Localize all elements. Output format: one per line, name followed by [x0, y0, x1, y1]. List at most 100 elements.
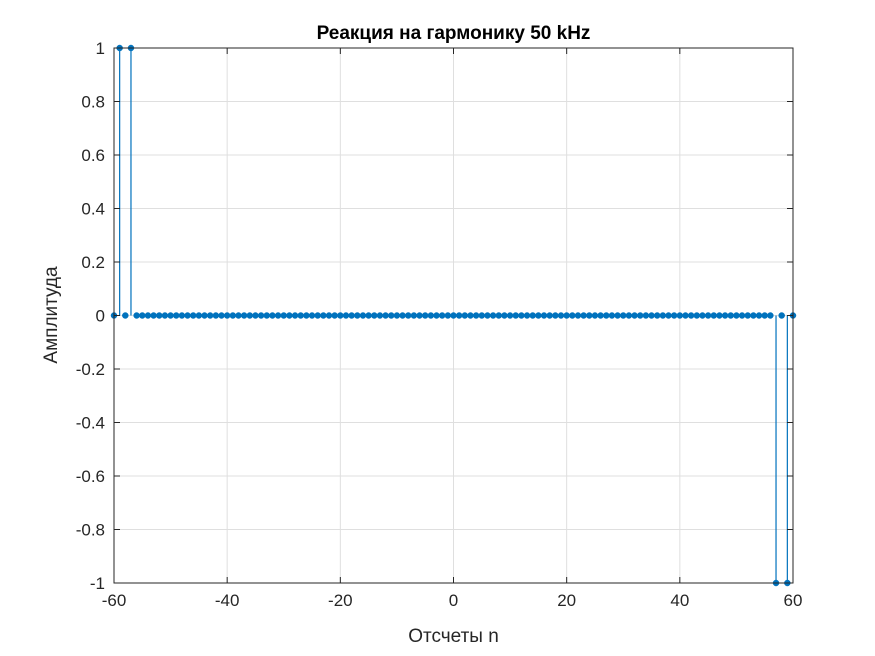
stem-marker	[223, 312, 231, 319]
stem-marker	[274, 312, 282, 319]
stem-marker	[348, 312, 355, 319]
stem-marker	[393, 312, 401, 319]
stem-marker	[359, 312, 367, 319]
stem-marker	[303, 312, 310, 319]
y-tick-label: 0.2	[81, 253, 105, 272]
stem-marker	[603, 312, 610, 319]
stem-marker	[371, 312, 378, 319]
stem-marker	[767, 312, 774, 319]
stem-marker	[150, 312, 157, 319]
stem-marker	[433, 312, 440, 319]
stem-marker	[665, 312, 672, 319]
y-tick-label: -0.2	[76, 360, 105, 379]
stem-marker	[246, 312, 254, 319]
stem-marker	[314, 312, 321, 319]
stem-marker	[404, 312, 412, 319]
stem-marker	[388, 312, 395, 319]
y-axis-label: Амплитуда	[41, 266, 62, 364]
stem-marker	[484, 312, 491, 319]
stem-marker	[614, 312, 621, 319]
x-tick-label: 40	[670, 591, 689, 610]
stem-marker	[139, 312, 146, 319]
stem-marker	[699, 312, 706, 319]
stem-marker	[574, 312, 582, 319]
x-tick-label: -20	[328, 591, 353, 610]
stem-marker	[648, 312, 655, 319]
stem-marker	[156, 312, 163, 319]
stem-marker	[642, 312, 650, 319]
y-tick-label: -1	[90, 574, 105, 593]
stem-marker	[501, 312, 508, 319]
stem-marker	[331, 312, 338, 319]
y-tick-label: 0.8	[81, 93, 105, 112]
stem-marker	[552, 312, 559, 319]
stem-marker	[653, 312, 661, 319]
x-axis-label: Отсчеты n	[408, 626, 499, 647]
stem-marker	[297, 312, 304, 319]
y-tick-label: 0.6	[81, 146, 105, 165]
stem-marker	[710, 312, 718, 319]
chart-title: Реакция на гармонику 50 kHz	[317, 23, 591, 44]
stem-marker	[342, 312, 350, 319]
stem-marker	[733, 312, 740, 319]
stem-marker	[280, 312, 287, 319]
stem-marker	[467, 312, 474, 319]
stem-marker	[201, 312, 208, 319]
stem-marker	[189, 312, 197, 319]
stem-marker	[195, 312, 203, 319]
axis-ticks	[113, 47, 794, 584]
x-tick-label: 20	[557, 591, 576, 610]
stem-marker	[670, 312, 678, 319]
y-tick-label: 0	[96, 307, 105, 326]
stem-marker	[704, 312, 712, 319]
stem-marker	[218, 312, 225, 319]
stem-marker	[586, 312, 593, 319]
stem-marker	[563, 312, 570, 319]
stem-marker	[416, 312, 423, 319]
stem-marker	[337, 312, 344, 319]
stem-marker	[376, 312, 384, 319]
stem-marker	[161, 312, 169, 319]
stem-marker	[523, 312, 531, 319]
stem-marker	[235, 312, 242, 319]
stem-marker	[761, 312, 768, 319]
stem-marker	[535, 312, 542, 319]
stem-marker	[512, 312, 519, 319]
stem-marker	[455, 312, 463, 319]
stem-marker	[167, 312, 174, 319]
stem-marker	[608, 312, 616, 319]
stem-marker	[365, 312, 372, 319]
stem-marker	[580, 312, 587, 319]
stem-marker	[252, 312, 259, 319]
x-tick-label: -40	[215, 591, 240, 610]
stem-marker	[755, 312, 763, 319]
stem-marker	[172, 312, 180, 319]
stem-marker	[308, 312, 316, 319]
stem-marker	[206, 312, 214, 319]
stem-marker	[546, 312, 553, 319]
stem-marker	[240, 312, 248, 319]
stem-marker	[597, 312, 604, 319]
x-tick-label: -60	[102, 591, 127, 610]
x-tick-label: 0	[449, 591, 458, 610]
stem-marker	[229, 312, 237, 319]
stem-marker	[144, 312, 152, 319]
stem-marker	[569, 312, 576, 319]
stem-marker	[427, 312, 435, 319]
stem-marker	[472, 312, 480, 319]
y-tick-labels: -1 -0.8 -0.6 -0.4 -0.2 0 0.2 0.4 0.6 0.8 1	[76, 39, 105, 593]
stem-marker	[676, 312, 684, 319]
stem-marker	[778, 312, 785, 319]
stem-marker	[399, 312, 406, 319]
stem-marker	[291, 312, 299, 319]
stem-marker	[269, 312, 276, 319]
y-tick-label: -0.8	[76, 521, 105, 540]
stem-marker	[478, 312, 486, 319]
stem-marker	[506, 312, 514, 319]
stem-marker	[557, 312, 565, 319]
y-tick-label: -0.6	[76, 467, 105, 486]
stem-marker	[659, 312, 667, 319]
stem-marker	[257, 312, 265, 319]
stem-marker	[727, 312, 735, 319]
stem-marker	[320, 312, 327, 319]
